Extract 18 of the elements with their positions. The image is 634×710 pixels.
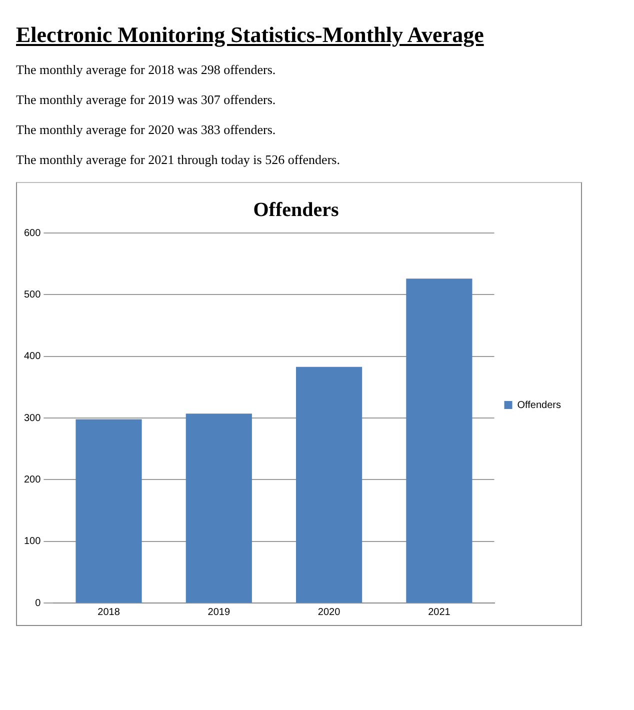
x-tick-label: 2018 [98, 606, 120, 618]
chart-subtitle: Electronic Monitoring Statistics-Monthly Average [16, 22, 485, 48]
chart-title: Offenders [253, 199, 339, 222]
y-tick-label: 400 [24, 351, 42, 362]
text: The monthly average for 2020 was 383 offenders. [16, 122, 277, 138]
y-tick-label: 300 [24, 412, 42, 424]
text: The monthly average for 2021 through today is 526 offenders. [16, 152, 341, 168]
text: The monthly average for 2019 was 307 offenders. [16, 92, 277, 108]
y-tick-label: 200 [24, 474, 42, 486]
legend-label: Offenders [517, 400, 562, 411]
y-tick-label: 100 [24, 536, 42, 548]
x-tick-label: 2019 [208, 606, 230, 618]
y-tick-label: 0 [35, 598, 42, 609]
y-tick-label: 600 [24, 228, 42, 239]
x-tick-label: 2021 [428, 606, 451, 618]
text: The monthly average for 2018 was 298 offenders. [16, 62, 277, 78]
y-tick-label: 500 [24, 289, 42, 300]
x-tick-label: 2020 [318, 606, 341, 618]
